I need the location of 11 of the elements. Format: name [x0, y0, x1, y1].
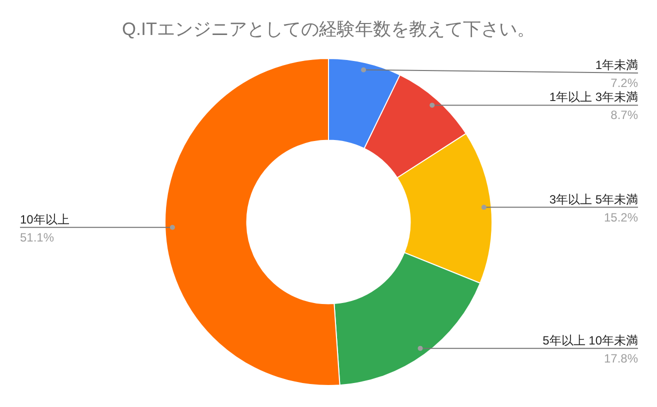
data-label: 51.1%	[20, 230, 54, 244]
slice-label: 1年未満	[595, 58, 638, 72]
data-label: 17.8%	[604, 351, 638, 366]
slice-label: 10年以上	[20, 212, 70, 226]
slice-label: 5年以上 10年未満	[542, 333, 638, 348]
data-label: 15.2%	[604, 210, 638, 224]
data-label: 8.7%	[610, 108, 638, 122]
data-label: 7.2%	[610, 76, 638, 90]
slice-label: 1年以上 3年未満	[549, 90, 638, 104]
slice-label: 3年以上 5年未満	[549, 192, 638, 206]
chart-title: Q.ITエンジニアとしての経験年数を教えて下さい。	[122, 18, 535, 39]
